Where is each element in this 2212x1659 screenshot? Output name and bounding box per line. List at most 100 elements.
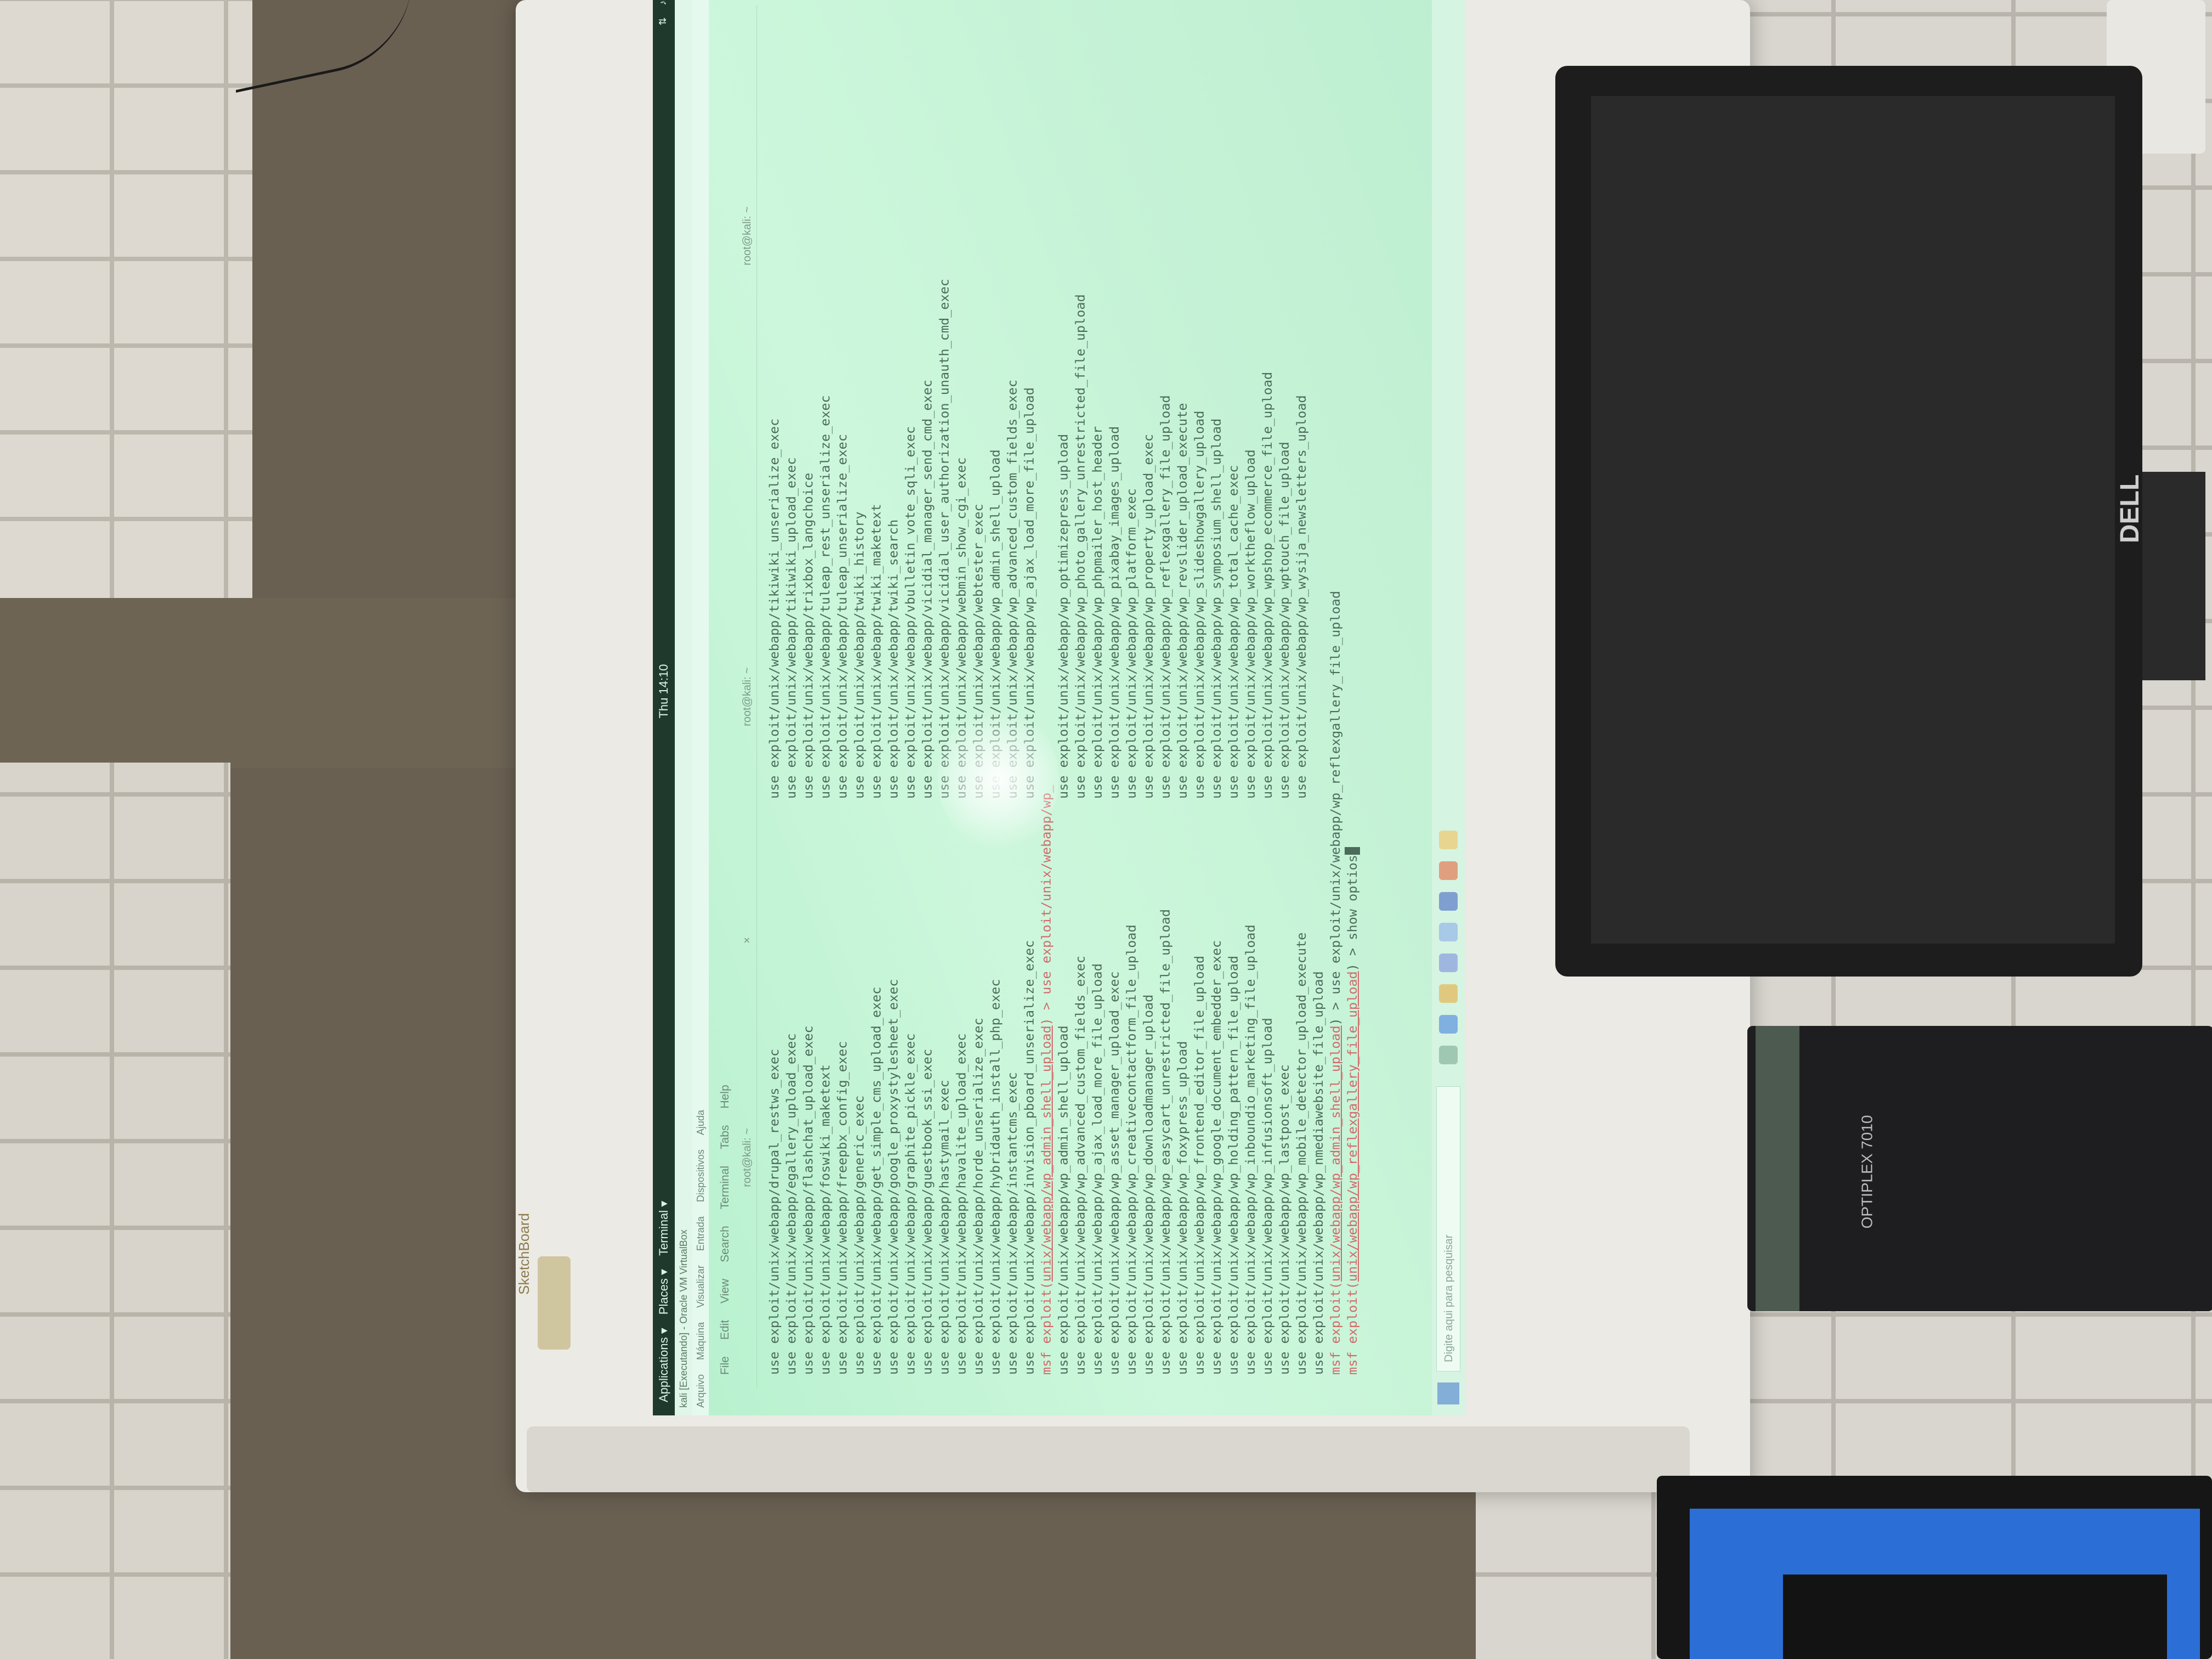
completion-entry: use exploit/unix/webapp/hybridauth_insta…: [988, 979, 1003, 1375]
completion-column-left: use exploit/unix/webapp/drupal_restws_ex…: [766, 799, 1038, 1375]
terminal-tabs: root@kali: ~ × root@kali: ~ root@kali: ~: [737, 5, 757, 1388]
completion-entry: use exploit/unix/webapp/tuleap_unseriali…: [834, 434, 850, 799]
prompt-prefix: msf exploit(: [1328, 1282, 1343, 1375]
pc-tower: [1747, 1026, 2212, 1311]
completion-entry: use exploit/unix/webapp/wp_lastpost_exec: [1277, 1064, 1292, 1375]
gnome-topbar: Applications ▾ Places ▾ Terminal ▾ Thu 1…: [653, 0, 675, 1415]
completion-entry: use exploit/unix/webapp/wp_infusionsoft_…: [1260, 1018, 1275, 1375]
network-icon[interactable]: ⇅: [657, 17, 668, 26]
completion-entry: use exploit/unix/webapp/vicidial_manager…: [919, 379, 935, 799]
completion-entry: use exploit/unix/webapp/wp_wptouch_file_…: [1277, 442, 1292, 799]
completion-entry: use exploit/unix/webapp/tuleap_rest_unse…: [817, 395, 833, 799]
mail-icon[interactable]: [1439, 923, 1458, 941]
completion-entry: use exploit/unix/webapp/wp_asset_manager…: [1107, 971, 1122, 1375]
completion-entry: [1310, 492, 1327, 799]
term-menu-file[interactable]: File: [719, 1356, 731, 1375]
command-line-3: msf exploit(unix/webapp/wp_reflexgallery…: [1344, 19, 1361, 1375]
terminal-tab-3[interactable]: root@kali: ~: [737, 5, 757, 466]
term-menu-tabs[interactable]: Tabs: [719, 1125, 731, 1149]
close-icon[interactable]: ×: [741, 937, 753, 944]
windows-start-icon[interactable]: [1437, 1383, 1459, 1404]
task-view-icon[interactable]: [1439, 1046, 1458, 1064]
completion-entry: use exploit/unix/webapp/wp_symposium_she…: [1209, 418, 1224, 799]
vm-menubar: Arquivo Máquina Visualizar Entrada Dispo…: [692, 0, 709, 1415]
completion-entry: use exploit/unix/webapp/wp_worktheflow_u…: [1243, 449, 1258, 799]
system-tray: ⇅ ♪ ⏻: [657, 0, 669, 27]
completion-entry: use exploit/unix/webapp/foswiki_maketext: [817, 1064, 833, 1375]
completion-entry: use exploit/unix/webapp/havalite_upload_…: [953, 1033, 969, 1375]
wall-stripe: [0, 598, 549, 768]
term-menu-terminal[interactable]: Terminal: [719, 1165, 731, 1210]
folder-icon[interactable]: [1439, 831, 1458, 849]
board-tray: [527, 1426, 1690, 1492]
prompt-module: unix/webapp/wp_reflexgallery_file_upload: [1345, 971, 1360, 1282]
prompt-prefix: msf exploit(: [1039, 1282, 1054, 1375]
terminal-app-menu[interactable]: Terminal ▾: [657, 1200, 670, 1256]
completion-entry: use exploit/unix/webapp/invision_pboard_…: [1022, 940, 1037, 1375]
completion-entry: use exploit/unix/webapp/wp_revslider_upl…: [1175, 403, 1190, 799]
completion-entry: use exploit/unix/webapp/guestbook_ssi_ex…: [919, 1048, 935, 1375]
volume-icon[interactable]: ♪: [657, 0, 668, 5]
tab-label: root@kali: ~: [741, 206, 753, 266]
chrome-icon[interactable]: [1439, 861, 1458, 880]
term-menu-edit[interactable]: Edit: [719, 1319, 731, 1340]
vm-menu-ajuda[interactable]: Ajuda: [695, 1110, 706, 1136]
taskbar-apps: [1439, 831, 1458, 1064]
terminal-output[interactable]: use exploit/unix/webapp/drupal_restws_ex…: [766, 19, 1393, 1375]
terminal-tab-2[interactable]: root@kali: ~: [737, 466, 757, 927]
terminal-menubar: File Edit View Search Terminal Tabs Help: [713, 5, 737, 1388]
monitor-screen-off: [1591, 96, 2115, 944]
completion-entry: use exploit/unix/webapp/wp_google_docume…: [1209, 940, 1224, 1375]
completion-entry: use exploit/unix/webapp/flashchat_upload…: [800, 1025, 816, 1375]
vm-menu-dispositivos[interactable]: Dispositivos: [695, 1149, 706, 1203]
completion-entry: use exploit/unix/webapp/wp_holding_patte…: [1226, 955, 1241, 1375]
vm-menu-visualizar[interactable]: Visualizar: [695, 1265, 706, 1308]
pc-tower-brand: OPTIPLEX 7010: [1858, 1115, 1876, 1229]
term-menu-view[interactable]: View: [719, 1278, 731, 1304]
completion-entry: use exploit/unix/webapp/wp_foxypress_upl…: [1175, 1041, 1190, 1375]
edge-icon[interactable]: [1439, 1015, 1458, 1034]
completion-entry: use exploit/unix/webapp/wp_inboundio_mar…: [1243, 924, 1258, 1375]
completion-entry: use exploit/unix/webapp/wp_photo_gallery…: [1073, 294, 1088, 799]
store-icon[interactable]: [1439, 953, 1458, 972]
terminal-window: File Edit View Search Terminal Tabs Help…: [713, 5, 1393, 1388]
vm-menu-arquivo[interactable]: Arquivo: [695, 1374, 706, 1408]
completion-entry: use exploit/unix/webapp/tikiwiki_unseria…: [766, 418, 782, 799]
vm-menu-entrada[interactable]: Entrada: [695, 1216, 706, 1251]
terminal-tab-1[interactable]: root@kali: ~ ×: [737, 927, 757, 1388]
completion-entry: use exploit/unix/webapp/trixbox_langchoi…: [800, 472, 816, 799]
pc-tower-front: [1756, 1026, 1799, 1311]
completion-entry: use exploit/unix/webapp/twiki_history: [851, 511, 867, 799]
file-explorer-icon[interactable]: [1439, 984, 1458, 1003]
laptop-terminal: [1783, 1575, 2167, 1659]
completion-list-2: use exploit/unix/webapp/wp_admin_shell_u…: [1055, 19, 1327, 1375]
completion-entry: use exploit/unix/webapp/egallery_upload_…: [783, 1033, 799, 1375]
completion-entry: use exploit/unix/webapp/wp_easycart_unre…: [1158, 909, 1173, 1375]
tab-label: root@kali: ~: [741, 667, 753, 726]
completion-entry: use exploit/unix/webapp/wp_ajax_load_mor…: [1090, 963, 1105, 1375]
completion-entry: use exploit/unix/webapp/wp_property_uplo…: [1141, 434, 1156, 799]
taskbar-search-input[interactable]: Digite aqui para pesquisar: [1436, 1086, 1460, 1372]
places-menu[interactable]: Places ▾: [657, 1269, 670, 1315]
clock[interactable]: Thu 14:10: [657, 664, 670, 719]
completion-entry: use exploit/unix/webapp/wp_slideshowgall…: [1192, 410, 1207, 799]
completion-entry: use exploit/unix/webapp/wp_advanced_cust…: [1073, 955, 1088, 1375]
cursor: [1345, 847, 1360, 855]
command-line-2: msf exploit(unix/webapp/wp_admin_shell_u…: [1327, 19, 1344, 1375]
vm-menu-maquina[interactable]: Máquina: [695, 1322, 706, 1360]
prompt-module: unix/webapp/wp_admin_shell_upload: [1039, 1025, 1054, 1282]
term-menu-help[interactable]: Help: [719, 1085, 731, 1109]
completion-column-left: use exploit/unix/webapp/wp_admin_shell_u…: [1055, 799, 1327, 1375]
completion-entry: use exploit/unix/webapp/hastymail_exec: [936, 1080, 952, 1375]
virtualbox-icon[interactable]: [1439, 892, 1458, 911]
completion-entry: use exploit/unix/webapp/tikiwiki_upload_…: [783, 457, 799, 799]
completion-entry: use exploit/unix/webapp/instantcms_exec: [1005, 1072, 1020, 1375]
prompt-command: ) > show optios: [1345, 855, 1360, 972]
applications-menu[interactable]: Applications ▾: [657, 1328, 670, 1402]
completion-entry: use exploit/unix/webapp/wp_creativeconta…: [1124, 924, 1139, 1375]
board-brand-text: SketchBoard: [516, 1213, 532, 1295]
completion-entry: use exploit/unix/webapp/twiki_search: [885, 519, 901, 799]
term-menu-search[interactable]: Search: [719, 1226, 731, 1262]
completion-entry: use exploit/unix/webapp/freepbx_config_e…: [834, 1041, 850, 1375]
completion-entry: use exploit/unix/webapp/wp_downloadmanag…: [1141, 994, 1156, 1375]
